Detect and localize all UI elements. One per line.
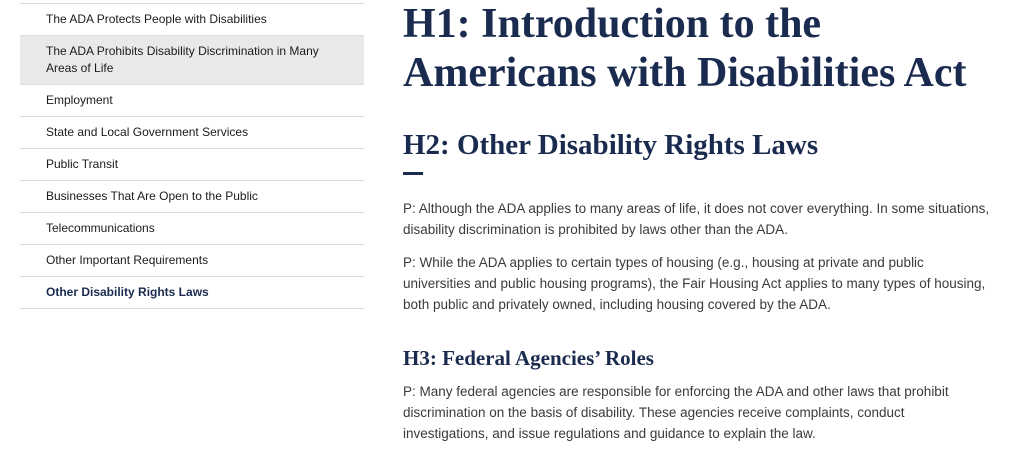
heading-2: H2: Other Disability Rights Laws: [403, 129, 819, 161]
nav-link[interactable]: Employment: [20, 85, 364, 117]
section: P: Although the ADA applies to many area…: [403, 198, 993, 315]
nav-link[interactable]: Public Transit: [20, 149, 364, 181]
paragraph: P: Many federal agencies are responsible…: [403, 384, 949, 441]
heading-1: H1: Introduction to the Americans with D…: [403, 1, 967, 96]
side-nav: The ADA Protects People with Disabilitie…: [20, 3, 364, 309]
heading-underline: [403, 172, 423, 175]
heading-3: H3: Federal Agencies’ Roles: [403, 346, 654, 370]
nav-link[interactable]: The ADA Protects People with Disabilitie…: [20, 4, 364, 36]
nav-link[interactable]: Other Disability Rights Laws: [20, 277, 364, 309]
nav-link[interactable]: State and Local Government Services: [20, 117, 364, 149]
nav-link[interactable]: Businesses That Are Open to the Public: [20, 181, 364, 213]
paragraph: P: While the ADA applies to certain type…: [403, 255, 986, 312]
nav-link[interactable]: Telecommunications: [20, 213, 364, 245]
section: P: Many federal agencies are responsible…: [403, 381, 993, 444]
nav-link[interactable]: Other Important Requirements: [20, 245, 364, 277]
paragraph: P: Although the ADA applies to many area…: [403, 201, 990, 237]
nav-link[interactable]: The ADA Prohibits Disability Discriminat…: [20, 36, 364, 85]
main-content: H1: Introduction to the Americans with D…: [403, 0, 993, 452]
